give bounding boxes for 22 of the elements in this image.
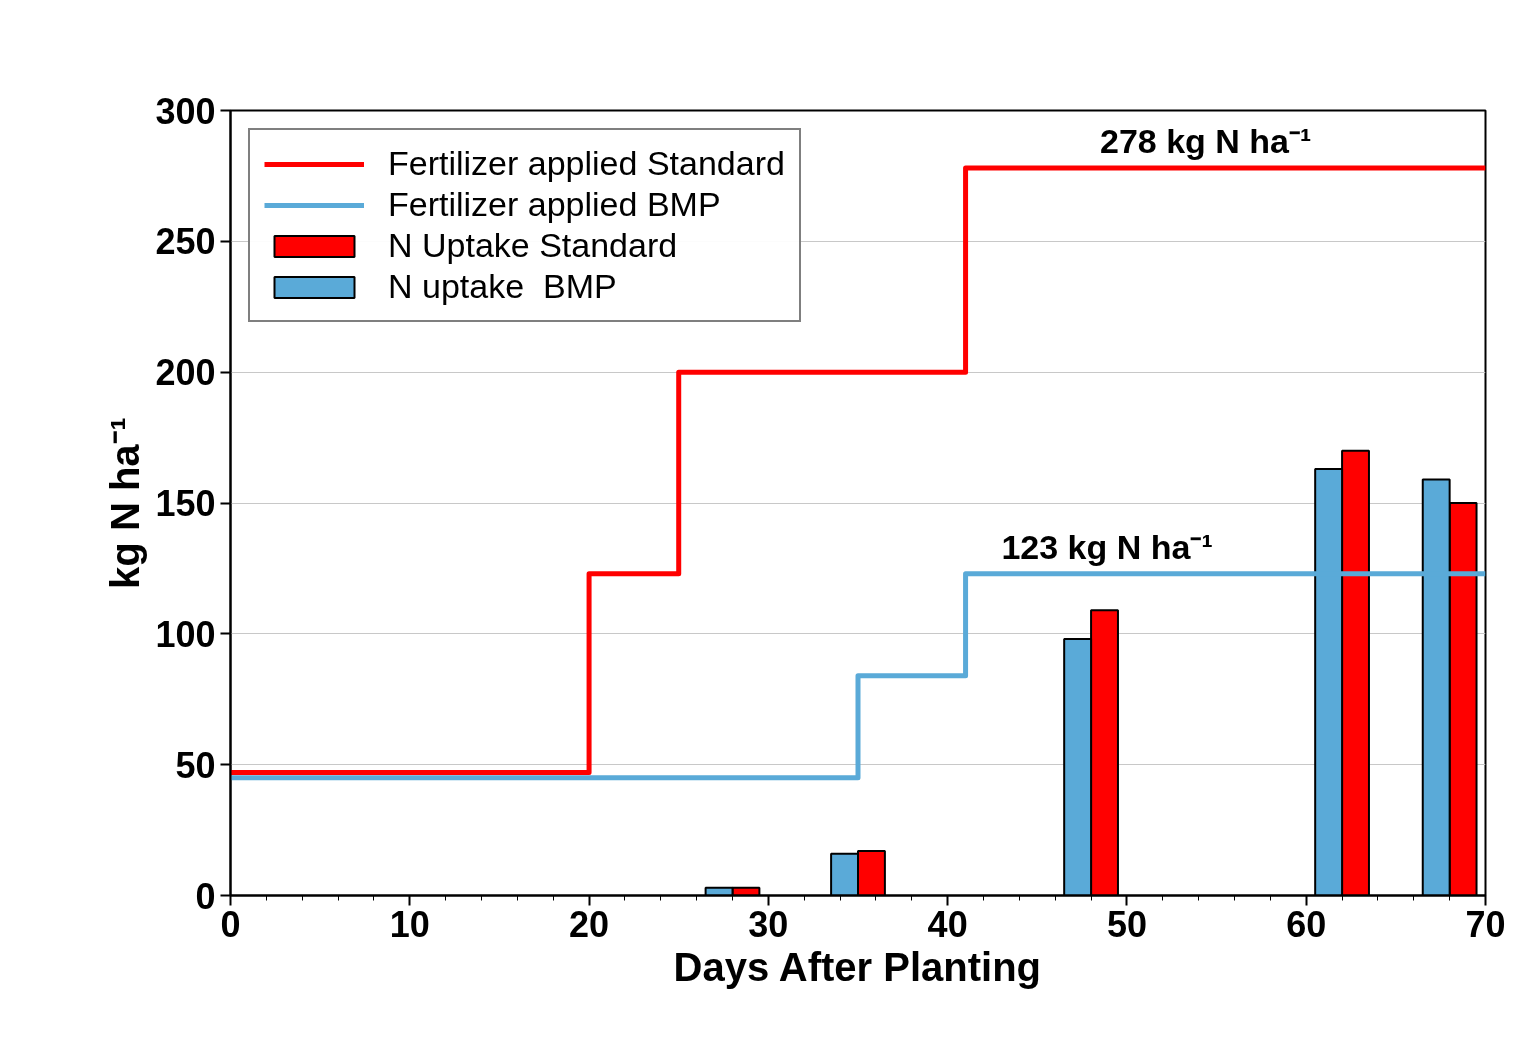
y-tick-label: 150 (155, 483, 216, 524)
legend-label: Fertilizer applied Standard (388, 144, 785, 183)
x-tick-label: 70 (1465, 903, 1506, 945)
y-tick-label: 200 (155, 352, 216, 394)
x-tick-label: 20 (569, 903, 610, 945)
y-axis-title: kg N ha⁻¹ (103, 417, 148, 589)
annotation: 278 kg N ha⁻¹ (1100, 122, 1312, 161)
legend-label: Fertilizer applied BMP (388, 185, 721, 224)
x-tick-label: 40 (927, 903, 968, 945)
y-tick-label: 100 (155, 613, 216, 655)
annotation: 123 kg N ha⁻¹ (1001, 527, 1213, 566)
x-axis-title: Days After Planting (673, 944, 1041, 989)
x-tick-label: 50 (1106, 903, 1147, 945)
x-tick-label: 60 (1286, 903, 1327, 945)
x-tick-label: 30 (748, 903, 789, 945)
y-tick-label: 250 (155, 221, 216, 263)
x-tick-label: 10 (389, 903, 430, 945)
legend-label: N uptake BMP (388, 267, 617, 306)
legend-label: N Uptake Standard (388, 226, 678, 265)
y-tick-label: 0 (195, 875, 216, 917)
y-tick-label: 50 (175, 744, 216, 786)
y-tick-label: 300 (155, 90, 216, 132)
